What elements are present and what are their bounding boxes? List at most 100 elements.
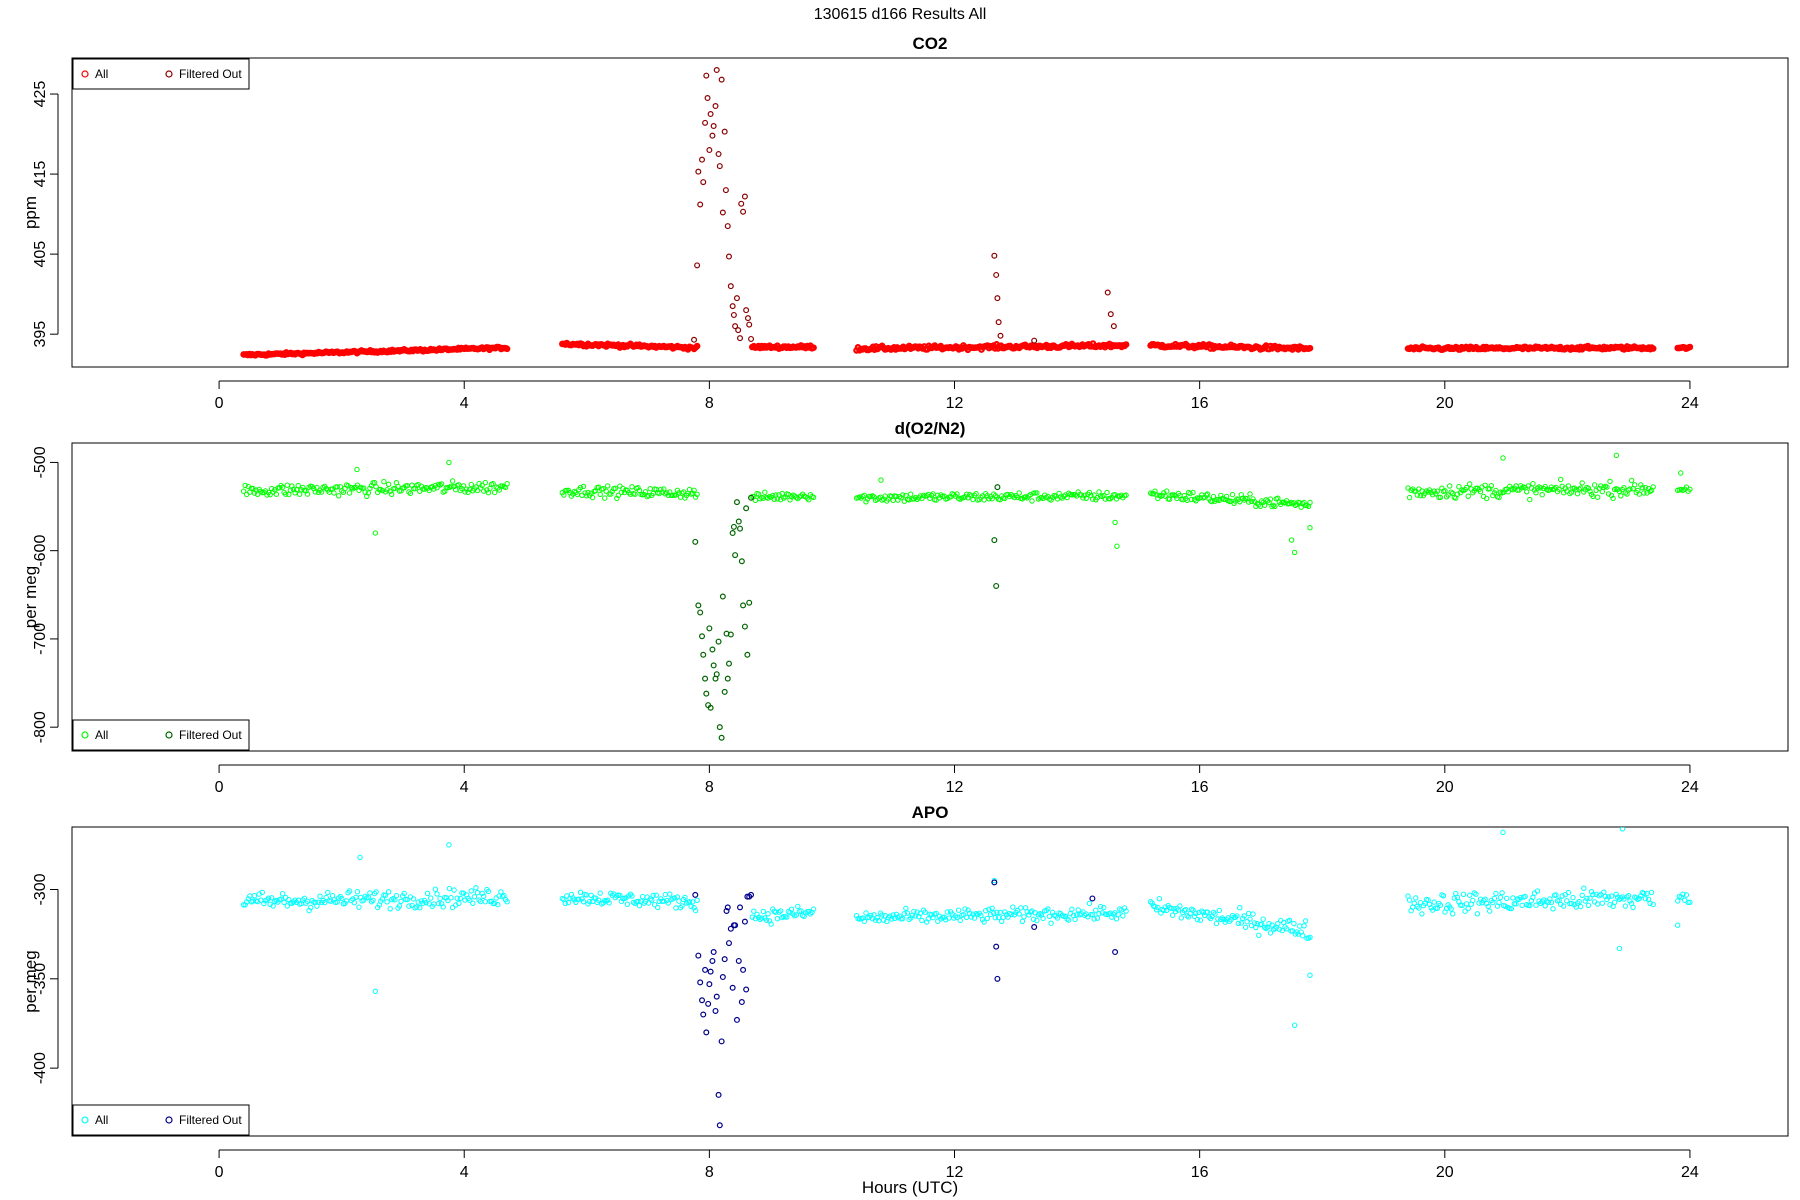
x-tick-label: 8 [705, 395, 714, 412]
data-point [1522, 893, 1528, 900]
filtered-point [721, 688, 728, 695]
data-point [331, 490, 337, 496]
data-point [1451, 895, 1458, 901]
data-point [1045, 493, 1051, 500]
data-point [1002, 909, 1008, 915]
data-point [853, 913, 860, 919]
x-tick-label: 16 [1191, 395, 1209, 412]
filtered-point [1112, 949, 1119, 956]
data-point [592, 488, 599, 494]
data-point [1553, 892, 1559, 898]
filtered-point [993, 271, 1000, 278]
data-point [490, 481, 496, 487]
data-point [1242, 924, 1249, 930]
filtered-point [730, 523, 737, 530]
data-point [1034, 917, 1040, 924]
data-point [1064, 494, 1070, 501]
data-point [1210, 909, 1217, 916]
data-point [1032, 490, 1038, 496]
data-point [810, 494, 817, 500]
filtered-point [724, 223, 731, 230]
data-point [1619, 827, 1626, 832]
data-point [1283, 498, 1290, 504]
data-point [373, 484, 379, 490]
data-point [1527, 496, 1533, 503]
data-point [1091, 916, 1097, 922]
x-tick-label: 24 [1681, 395, 1699, 412]
data-point [580, 899, 587, 905]
data-point [582, 490, 588, 496]
filtered-point [732, 922, 739, 929]
data-point [356, 904, 362, 910]
data-point [1054, 915, 1061, 921]
data-point [1480, 897, 1487, 904]
data-point [1534, 888, 1541, 894]
data-point [935, 492, 941, 498]
data-point [242, 902, 248, 908]
data-point [1564, 488, 1570, 494]
data-point [1527, 902, 1533, 909]
filtered-point [704, 95, 711, 102]
data-point [807, 911, 814, 917]
data-point [385, 889, 392, 895]
filtered-point [695, 168, 702, 175]
data-point [270, 903, 276, 909]
data-point [1221, 916, 1227, 923]
data-point [1414, 492, 1421, 498]
filtered-point [723, 907, 730, 914]
data-point [1686, 343, 1694, 351]
data-point [1250, 911, 1256, 917]
data-point [1641, 890, 1647, 897]
filtered-point [994, 295, 1001, 302]
filtered-point [725, 940, 732, 947]
filtered-point [718, 1038, 725, 1045]
filtered-point [715, 1091, 722, 1098]
data-point [1050, 909, 1056, 916]
data-point [1417, 493, 1424, 499]
filtered-point [730, 311, 737, 318]
data-point [1206, 914, 1212, 920]
data-point [367, 485, 373, 492]
data-point [806, 497, 812, 503]
filtered-point [699, 997, 706, 1004]
data-point [629, 893, 635, 899]
data-point [1604, 484, 1610, 490]
data-point [1613, 891, 1619, 897]
data-point [1505, 489, 1511, 495]
data-point [1541, 897, 1547, 903]
data-point [1465, 905, 1471, 912]
data-point [1414, 903, 1421, 910]
filtered-point [1110, 323, 1117, 330]
data-point [451, 887, 457, 893]
data-point [1247, 916, 1253, 922]
data-point [1229, 491, 1236, 498]
data-point [1251, 920, 1258, 926]
data-point [449, 478, 456, 484]
filtered-point [738, 999, 745, 1006]
data-point [387, 906, 393, 912]
data-point [468, 481, 474, 488]
data-point [1222, 496, 1228, 503]
data-point [1584, 895, 1590, 902]
filtered-point [709, 646, 716, 653]
data-point [871, 912, 877, 918]
data-point [1639, 485, 1646, 491]
data-point [1460, 891, 1467, 897]
data-point [265, 895, 272, 901]
data-point [1213, 920, 1220, 927]
data-point [481, 488, 487, 494]
legend-box [72, 58, 250, 90]
data-point [1048, 497, 1054, 503]
data-point [284, 903, 290, 909]
legend: All Filtered Out [72, 1104, 250, 1136]
data-point [279, 891, 286, 897]
data-point [384, 487, 390, 493]
data-point [804, 495, 810, 501]
y-tick-label: -700 [32, 623, 49, 655]
data-point [281, 899, 287, 906]
data-point [1190, 489, 1196, 496]
data-point [432, 886, 439, 892]
data-point [339, 895, 345, 902]
data-point [1301, 499, 1307, 506]
data-point [694, 897, 700, 903]
